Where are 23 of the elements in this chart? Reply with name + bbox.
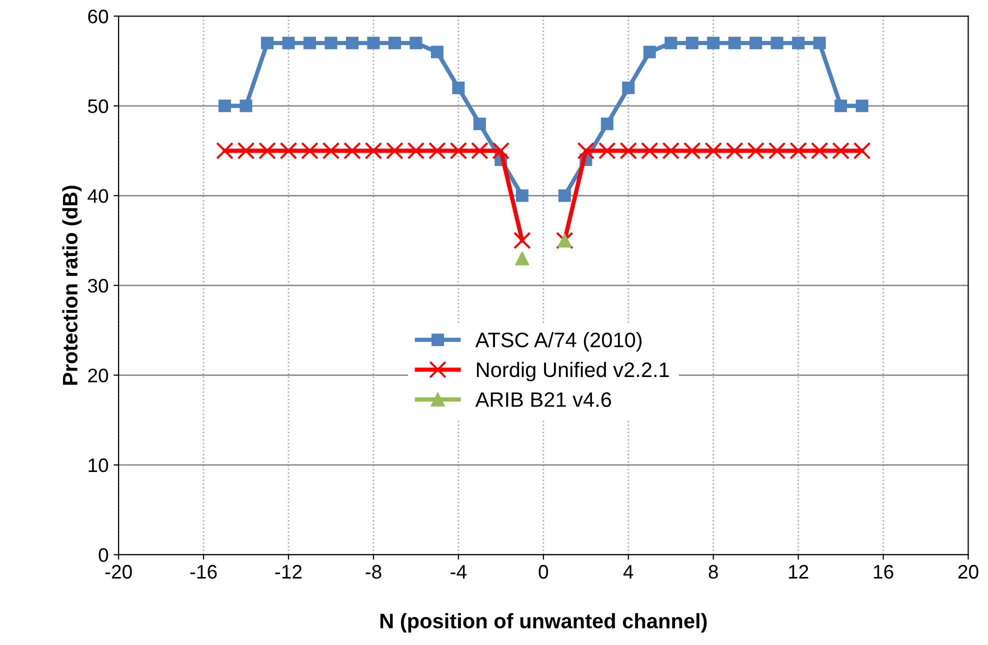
y-tick-label: 50 xyxy=(88,99,108,114)
y-tick-label: 60 xyxy=(88,10,108,24)
y-tick-label: 30 xyxy=(88,278,108,293)
x-tick-label: 4 xyxy=(623,565,634,579)
x-tick-label: -20 xyxy=(105,564,132,579)
x-tick-label: -16 xyxy=(190,564,217,579)
x-tick-label: 12 xyxy=(788,564,808,579)
legend-label: ARIB B21 v4.6 xyxy=(475,392,612,408)
y-tick-label: 0 xyxy=(98,548,108,562)
y-tick-label: 40 xyxy=(88,189,108,203)
x-tick-label: 8 xyxy=(708,564,718,579)
x-tick-label: -4 xyxy=(450,565,467,579)
legend-label: Nordig Unified v2.2.1 xyxy=(477,362,669,382)
y-tick-label: 20 xyxy=(88,368,108,382)
x-axis-title: N (position of unwanted channel) xyxy=(380,613,707,633)
x-tick-label: 0 xyxy=(538,564,548,579)
x-tick-label: -8 xyxy=(366,564,382,579)
y-tick-label: 10 xyxy=(88,458,108,472)
x-tick-label: 16 xyxy=(874,564,894,579)
x-tick-label: -12 xyxy=(275,564,302,579)
y-axis-title: Protection ratio (dB) xyxy=(62,186,82,385)
legend-label: ATSC A/74 (2010) xyxy=(475,332,642,352)
x-tick-label: 20 xyxy=(958,564,978,579)
